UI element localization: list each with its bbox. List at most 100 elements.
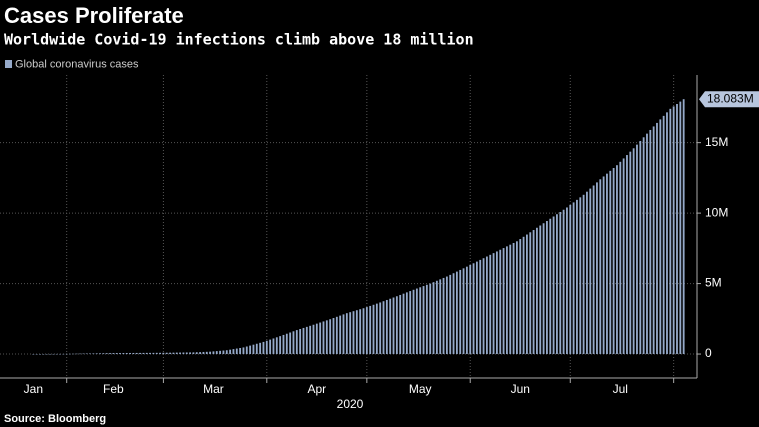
y-tick-label: 0 bbox=[705, 346, 712, 360]
bar bbox=[145, 352, 148, 355]
legend-label: Global coronavirus cases bbox=[15, 58, 139, 70]
bar bbox=[649, 129, 652, 355]
bar bbox=[69, 353, 71, 355]
bar bbox=[389, 298, 392, 355]
bar bbox=[49, 353, 51, 355]
value-label-box bbox=[699, 91, 759, 108]
bar bbox=[355, 310, 358, 355]
bar bbox=[325, 320, 328, 355]
bar bbox=[546, 221, 548, 355]
bar bbox=[222, 350, 225, 355]
bar bbox=[619, 161, 622, 355]
bar bbox=[505, 246, 508, 355]
bar bbox=[55, 353, 58, 355]
bar bbox=[602, 176, 605, 355]
bar bbox=[422, 286, 425, 355]
bar bbox=[302, 327, 305, 355]
bar bbox=[369, 305, 372, 355]
bar bbox=[662, 115, 665, 355]
bar bbox=[522, 236, 525, 355]
bar bbox=[229, 349, 232, 355]
bar bbox=[682, 99, 685, 355]
bar bbox=[149, 352, 151, 355]
bar bbox=[382, 301, 385, 355]
bar bbox=[199, 352, 202, 355]
y-tick-label: 5M bbox=[705, 276, 722, 290]
bar bbox=[189, 352, 192, 355]
bar bbox=[129, 352, 131, 355]
bar bbox=[85, 353, 88, 355]
bar bbox=[495, 251, 498, 355]
bar bbox=[259, 342, 262, 355]
bar bbox=[179, 352, 182, 355]
bar bbox=[79, 353, 81, 355]
bar bbox=[172, 352, 175, 355]
bar bbox=[39, 353, 41, 355]
bar bbox=[639, 140, 642, 355]
bar bbox=[606, 173, 608, 355]
bar bbox=[115, 353, 118, 355]
bar bbox=[589, 188, 592, 355]
bar bbox=[159, 352, 161, 355]
bar bbox=[552, 216, 555, 355]
bar bbox=[45, 353, 48, 355]
bar bbox=[335, 316, 338, 355]
x-tick-label: Jul bbox=[613, 382, 628, 396]
bar bbox=[492, 253, 495, 355]
bar bbox=[242, 347, 245, 355]
bar bbox=[285, 333, 288, 355]
bar bbox=[125, 352, 128, 355]
bar bbox=[405, 292, 408, 355]
bar bbox=[99, 353, 101, 355]
bar bbox=[666, 112, 668, 355]
bar bbox=[252, 344, 255, 355]
bar bbox=[142, 352, 145, 355]
bar bbox=[622, 158, 625, 355]
bar bbox=[279, 336, 282, 355]
bar bbox=[132, 352, 135, 355]
bar bbox=[205, 351, 208, 355]
bar bbox=[272, 338, 275, 355]
bar bbox=[532, 230, 535, 355]
bar bbox=[262, 341, 265, 355]
bar bbox=[349, 312, 352, 355]
bar bbox=[529, 232, 532, 355]
bar bbox=[472, 263, 475, 355]
bar bbox=[95, 353, 98, 355]
legend-swatch bbox=[5, 60, 12, 68]
bar bbox=[502, 248, 505, 355]
bar bbox=[212, 351, 215, 355]
bar bbox=[652, 126, 655, 355]
bar bbox=[59, 353, 61, 355]
bar bbox=[269, 339, 272, 355]
bar bbox=[72, 353, 75, 355]
bar bbox=[155, 352, 158, 355]
bar bbox=[362, 308, 365, 355]
bar bbox=[102, 353, 105, 355]
bar bbox=[519, 239, 522, 355]
bar bbox=[209, 351, 212, 355]
bar bbox=[299, 329, 302, 355]
bar bbox=[559, 211, 562, 355]
bar bbox=[402, 293, 405, 355]
bar bbox=[235, 348, 238, 355]
bar bbox=[642, 137, 645, 355]
bar bbox=[415, 288, 418, 355]
bar bbox=[379, 302, 382, 355]
bar bbox=[249, 345, 252, 355]
bar bbox=[82, 353, 85, 355]
bar bbox=[195, 352, 198, 355]
bar bbox=[332, 318, 335, 355]
bar bbox=[596, 182, 598, 355]
bar bbox=[485, 256, 488, 355]
bar bbox=[542, 223, 545, 355]
bar bbox=[432, 282, 435, 355]
bar bbox=[162, 352, 165, 355]
bar bbox=[609, 170, 612, 355]
bar bbox=[275, 337, 278, 355]
bar bbox=[576, 199, 578, 355]
bar bbox=[425, 284, 428, 355]
bar bbox=[612, 168, 615, 355]
bar bbox=[245, 346, 248, 355]
bar bbox=[656, 122, 658, 355]
